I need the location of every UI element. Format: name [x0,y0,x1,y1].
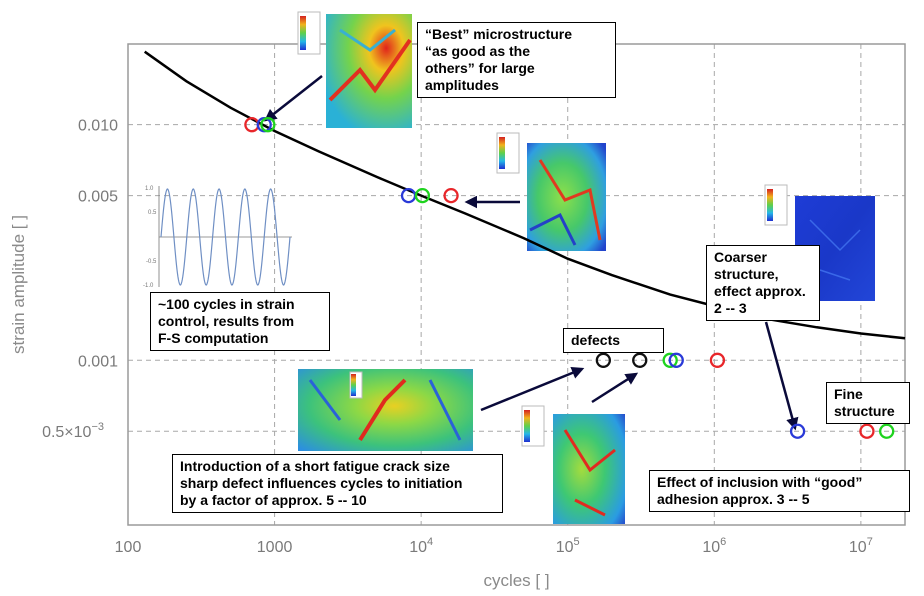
x-tick-label: 106 [702,536,726,556]
microstructure-map-best [297,11,412,128]
x-axis-label: cycles [ ] [483,571,549,590]
annotation-crack-defect: Introduction of a short fatigue crack si… [172,454,503,513]
inset-sine-curve [160,188,291,286]
annotation-defects: defects [563,328,664,353]
annotation-arrows [264,75,799,431]
annotation-best-microstructure: “Best” microstructure “as good as the ot… [417,22,616,98]
y-tick-label: 0.001 [78,353,118,370]
x-tick-label: 107 [849,536,873,556]
x-tick-label: 105 [556,536,580,556]
x-tick-label: 100 [115,539,142,556]
arrow-best [264,75,323,122]
data-point [668,352,684,368]
y-tick-label: 0.005 [78,189,118,206]
y-tick-label: 0.5×10−3 [42,421,104,441]
inset-tick-4: -1.0 [143,283,154,289]
inset-sine-plot: 1.0 0.5 -0.5 -1.0 [143,186,292,289]
y-tick-label: 0.010 [78,118,118,135]
microstructure-map-inclusion [521,405,625,524]
arrow-coarse [764,321,799,431]
microstructure-map-crack [298,369,473,451]
annotation-fine-structure: Fine structure [826,382,910,424]
arrow-defect-2 [591,372,639,404]
inset-tick-3: -0.5 [146,259,157,265]
x-tick-label: 104 [409,536,433,556]
data-point [632,352,648,368]
annotation-strain-control: ~100 cycles in strain control, results f… [150,292,330,351]
data-point [662,352,678,368]
data-points [244,117,895,439]
data-point [789,423,806,439]
annotation-coarser-structure: Coarser structure, effect approx. 2 -- 3 [706,245,820,321]
y-axis-label: strain amplitude [ ] [9,215,28,354]
inset-tick-2: 0.5 [148,210,157,216]
data-point [260,117,276,133]
inset-tick-1: 1.0 [145,186,154,192]
data-point [879,423,895,439]
data-point [859,423,875,439]
arrow-defect-1 [480,366,585,412]
data-point [595,352,611,368]
annotation-inclusion: Effect of inclusion with “good” adhesion… [649,470,910,512]
data-point [414,187,431,204]
x-tick-label: 1000 [257,539,293,556]
data-point [443,187,459,204]
microstructure-map-middle [496,132,606,251]
data-point [709,352,726,368]
